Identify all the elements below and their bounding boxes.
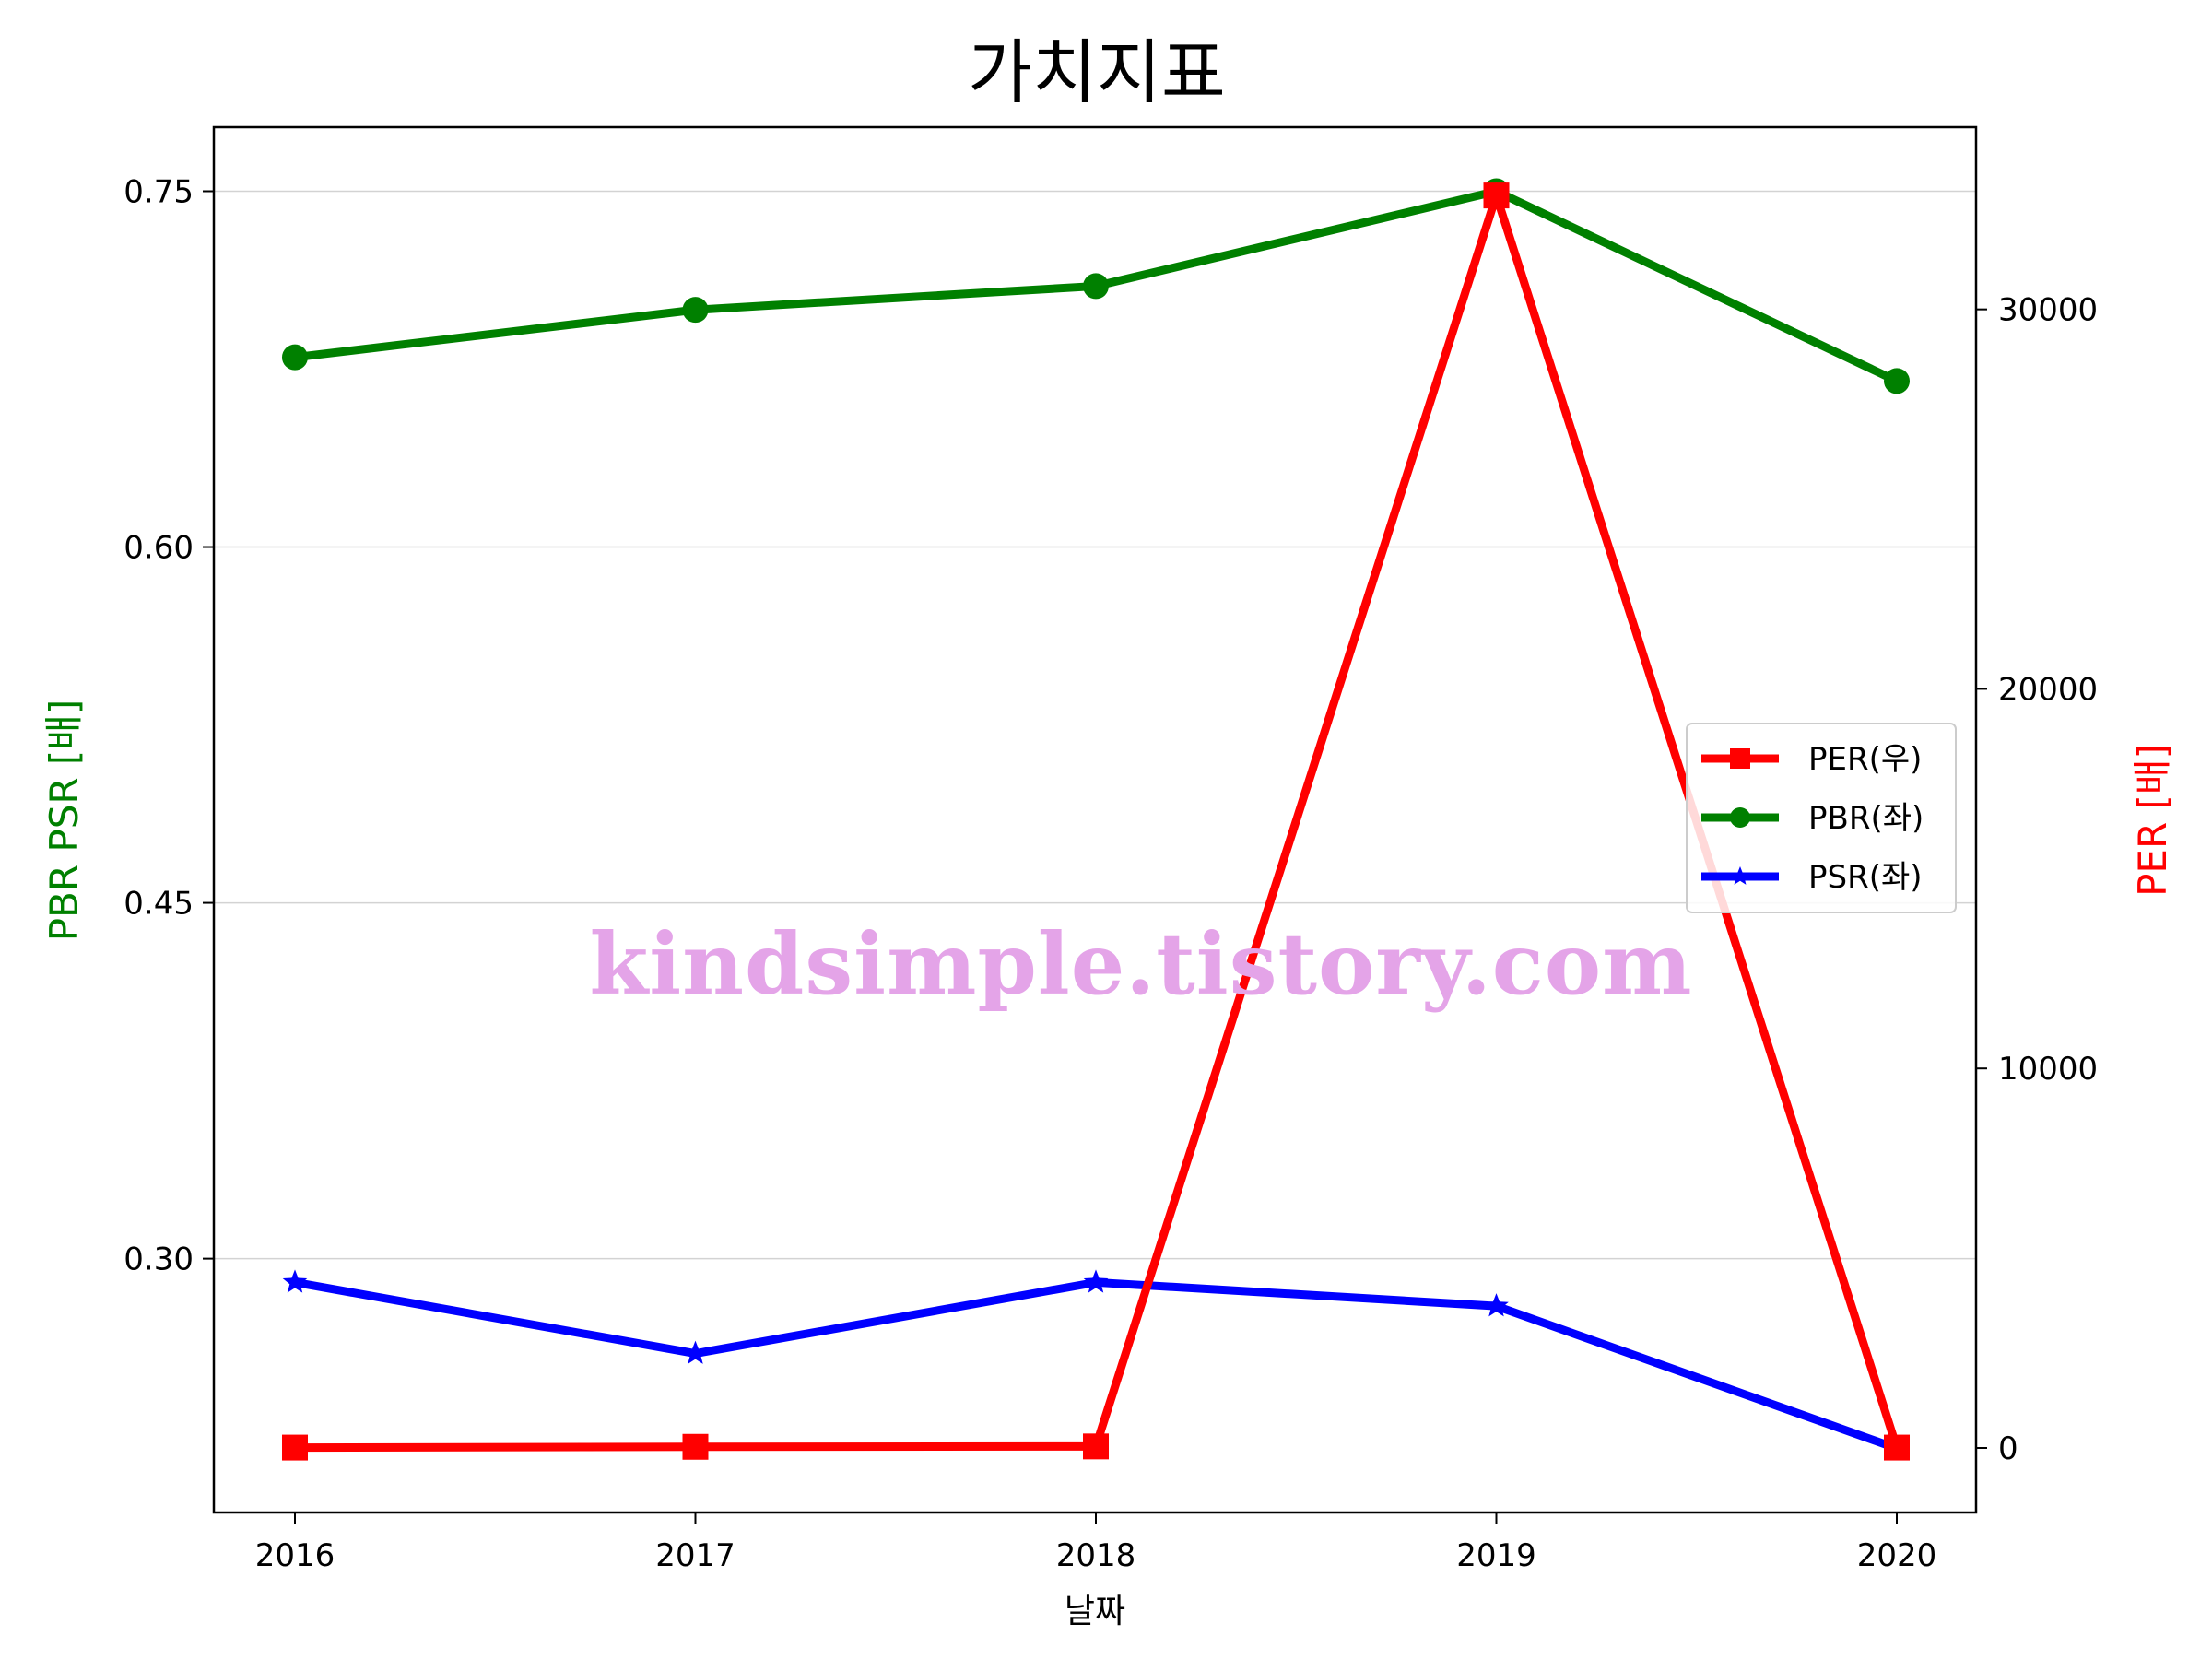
x-tick-label: 2017	[655, 1537, 735, 1574]
y-right-tick-label: 0	[1998, 1430, 2018, 1467]
data-point-psr	[1083, 1269, 1109, 1293]
x-tick-label: 2016	[255, 1537, 335, 1574]
y-axis-right-label: PER [배]	[2130, 744, 2175, 897]
y-right-tick-label: 10000	[1998, 1051, 2098, 1088]
y-left-tick-label: 0.75	[124, 173, 194, 210]
chart-title: 가치지표	[968, 31, 1226, 113]
legend-label: PBR(좌)	[1808, 800, 1924, 837]
y-left-tick-label: 0.45	[124, 886, 194, 923]
data-point-per	[1483, 182, 1510, 209]
legend-item-per: PER(우)	[1701, 741, 1922, 778]
legend-swatch-marker	[1730, 748, 1750, 769]
legend-swatch-marker	[1730, 866, 1750, 885]
data-point-pbr	[682, 297, 709, 324]
y-right-tick-label: 20000	[1998, 671, 2098, 708]
y-axis-left: 0.30 0.45 0.60 0.75	[124, 173, 214, 1278]
legend-swatch-marker	[1730, 807, 1750, 828]
legend-item-psr: PSR(좌)	[1701, 859, 1923, 896]
watermark-text: kindsimple.tistory.com	[589, 914, 1692, 1014]
data-point-pbr	[282, 344, 308, 371]
series-layer	[282, 178, 1910, 1461]
x-axis: 2016 2017 2018 2019 2020	[255, 1512, 1937, 1574]
legend-label: PSR(좌)	[1808, 859, 1923, 896]
x-tick-label: 2018	[1056, 1537, 1136, 1574]
y-left-tick-label: 0.30	[124, 1241, 194, 1278]
data-point-pbr	[1083, 273, 1109, 300]
x-axis-label: 날짜	[1065, 1593, 1125, 1630]
y-right-tick-label: 30000	[1998, 292, 2098, 329]
data-point-per	[282, 1434, 308, 1461]
y-left-tick-label: 0.60	[124, 530, 194, 567]
data-point-per	[682, 1433, 709, 1460]
legend: PER(우) PBR(좌) PSR(좌)	[1686, 723, 1957, 913]
series-pbr	[282, 178, 1910, 394]
x-tick-label: 2020	[1857, 1537, 1937, 1574]
data-point-per	[1884, 1434, 1910, 1461]
data-point-psr	[683, 1340, 708, 1364]
data-point-per	[1083, 1433, 1109, 1460]
watermark: kindsimple.tistory.com	[589, 914, 1692, 1014]
y-axis-right: 0 10000 20000 30000	[1976, 292, 2098, 1467]
x-tick-label: 2019	[1456, 1537, 1536, 1574]
data-point-psr	[282, 1269, 308, 1293]
legend-box	[1686, 723, 1957, 913]
legend-item-pbr: PBR(좌)	[1701, 800, 1924, 837]
legend-label: PER(우)	[1808, 741, 1922, 778]
gridlines	[214, 190, 1976, 1260]
data-point-psr	[1484, 1293, 1509, 1317]
data-point-pbr	[1884, 368, 1910, 394]
y-axis-left-label: PBR PSR [배]	[41, 700, 87, 942]
series-per	[282, 182, 1910, 1461]
